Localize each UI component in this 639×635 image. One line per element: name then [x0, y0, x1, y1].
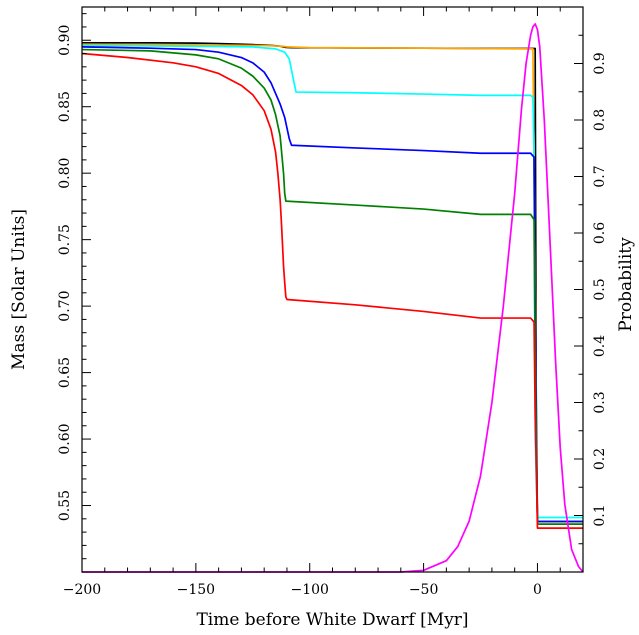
y2-tick-label: 0.3 — [592, 391, 608, 413]
x-tick-label: −50 — [409, 582, 439, 598]
y2-tick-label: 0.6 — [592, 222, 608, 244]
y-axis-label-left: Mass [Solar Units] — [9, 209, 29, 370]
y-tick-label: 0.80 — [57, 158, 73, 189]
y2-tick-label: 0.5 — [592, 278, 608, 300]
y-tick-label: 0.65 — [57, 357, 73, 388]
y-tick-label: 0.70 — [57, 291, 73, 322]
x-tick-label: −100 — [291, 582, 329, 598]
y2-tick-label: 0.2 — [592, 448, 608, 470]
series-line-2 — [81, 44, 583, 519]
y-tick-label: 0.90 — [57, 25, 73, 56]
y2-tick-label: 0.9 — [592, 52, 608, 74]
series-line-0 — [82, 42, 583, 523]
series-line-4 — [81, 48, 583, 525]
series-layer — [81, 23, 584, 573]
x-tick-label: 0 — [533, 582, 542, 598]
series-line-6 — [82, 23, 584, 573]
y-axis-label-right: Probability — [616, 237, 636, 332]
x-axis-label: Time before White Dwarf [Myr] — [196, 610, 468, 630]
series-line-5 — [81, 52, 583, 529]
y2-tick-label: 0.1 — [592, 504, 608, 526]
y-tick-label: 0.60 — [57, 423, 73, 454]
y2-tick-label: 0.8 — [592, 109, 608, 131]
series-line-3 — [81, 46, 583, 523]
y-tick-label: 0.55 — [57, 490, 73, 521]
y2-tick-label: 0.4 — [592, 335, 608, 357]
y2-tick-label: 0.7 — [592, 165, 608, 187]
series-line-1 — [81, 43, 583, 523]
ticks-layer: −200 −150 −100 −50 00.550.600.650.700.750.80… — [57, 7, 608, 598]
x-tick-label: −200 — [63, 582, 101, 598]
y-tick-label: 0.75 — [57, 224, 73, 255]
y-tick-label: 0.85 — [57, 91, 73, 122]
x-tick-label: −150 — [177, 582, 215, 598]
